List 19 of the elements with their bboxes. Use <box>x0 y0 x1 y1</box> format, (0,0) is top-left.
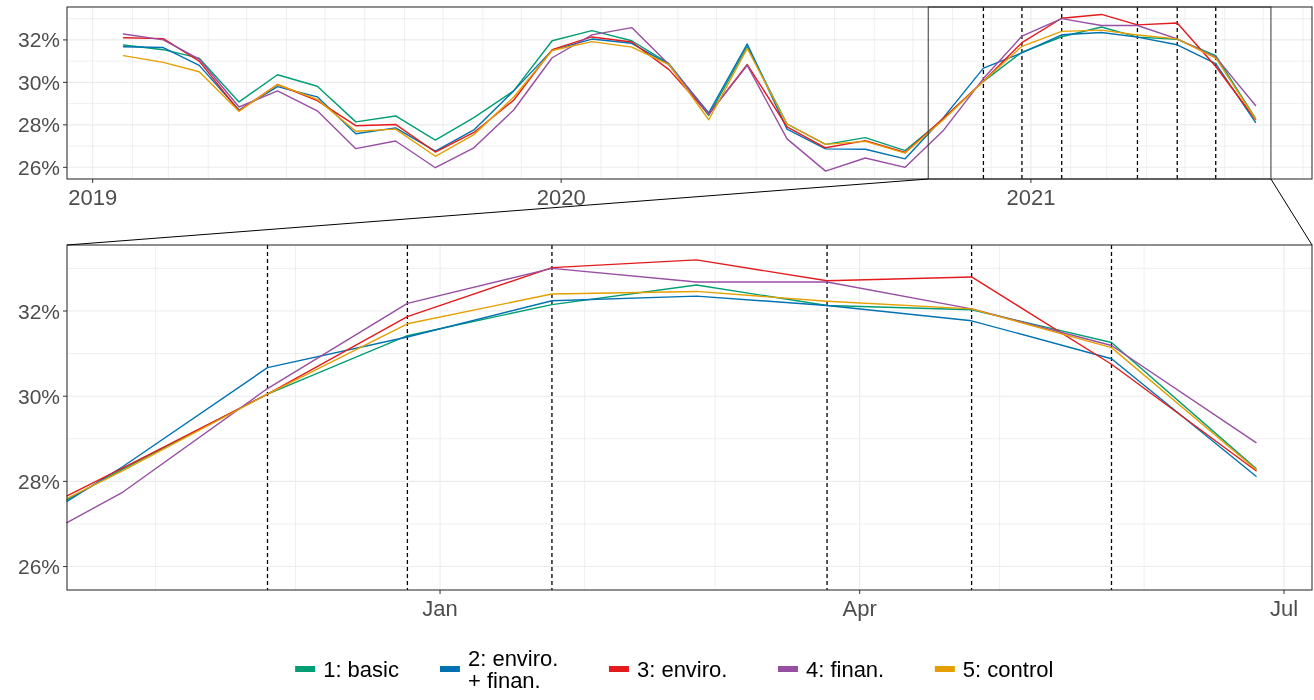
x-tick-label: Jul <box>1269 596 1299 621</box>
legend-label: 4: finan. <box>805 657 885 682</box>
y-tick-label: 28% <box>17 113 60 137</box>
x-tick-label: 2021 <box>1006 185 1056 210</box>
y-tick-label: 30% <box>17 384 60 408</box>
x-tick-label: 2019 <box>68 185 118 210</box>
legend-label: 5: control <box>962 657 1054 682</box>
y-tick-label: 28% <box>17 469 60 493</box>
x-tick-label: Apr <box>842 596 877 621</box>
y-tick-label: 26% <box>17 155 60 179</box>
y-tick-label: 26% <box>17 555 60 579</box>
legend-label: 3: enviro. <box>636 657 728 682</box>
legend-label: 2: enviro. + finan. <box>467 646 559 693</box>
y-tick-label: 32% <box>17 28 60 52</box>
legend-label: 1: basic <box>323 657 399 682</box>
x-tick-label: Jan <box>422 596 458 621</box>
y-tick-label: 32% <box>17 299 60 323</box>
x-tick-label: 2020 <box>536 185 586 210</box>
y-tick-label: 30% <box>17 70 60 94</box>
